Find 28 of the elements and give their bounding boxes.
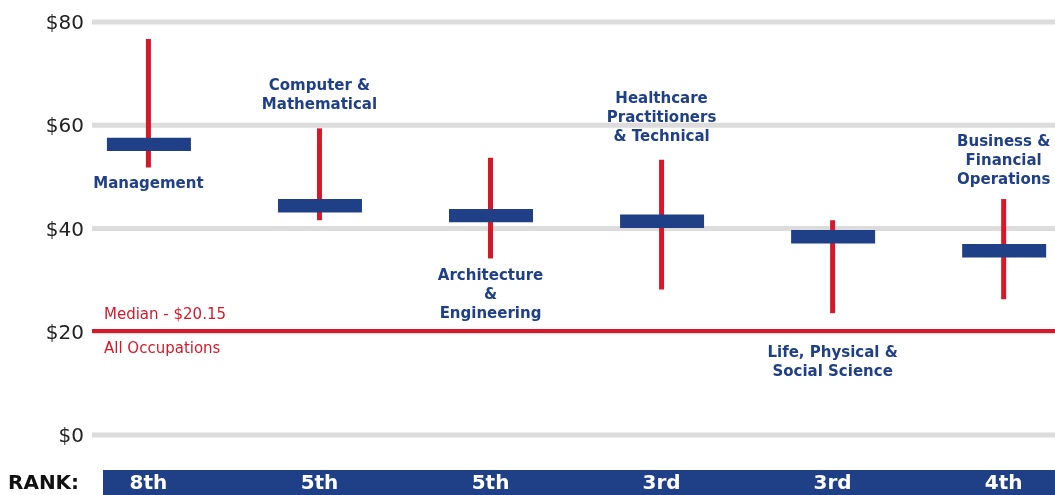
bar	[659, 159, 665, 290]
x-tick-label: Management	[92, 174, 205, 194]
bar	[449, 208, 534, 223]
y-tick-label: $80	[45, 10, 84, 35]
bar	[277, 199, 362, 213]
bar	[106, 137, 191, 152]
x-tick-label: Architecture & Engineering	[436, 266, 545, 324]
text: 5th	[470, 470, 511, 494]
text: RANK:	[8, 470, 80, 494]
text: 4th	[983, 470, 1024, 494]
y-tick-label: $40	[45, 216, 84, 241]
bar	[791, 230, 876, 244]
x-tick-label: Business & Financial Operations	[955, 132, 1052, 190]
x-tick-label: Healthcare Practitioners & Technical	[605, 88, 718, 146]
bar	[620, 214, 705, 228]
ref-line-label: Median - $20.15	[104, 304, 226, 323]
annotation: All Occupations	[104, 338, 221, 357]
text: 3rd	[641, 470, 682, 494]
x-tick-label: Life, Physical & Social Science	[766, 343, 899, 382]
y-tick-label: $0	[58, 423, 84, 448]
bar	[962, 243, 1047, 258]
bar	[145, 39, 151, 168]
x-tick-label: Computer & Mathematical	[260, 76, 379, 115]
text: 3rd	[812, 470, 853, 494]
text: 5th	[299, 470, 340, 494]
text: 8th	[128, 470, 169, 494]
y-tick-label: $60	[45, 113, 84, 138]
y-tick-label: $20	[45, 319, 84, 344]
